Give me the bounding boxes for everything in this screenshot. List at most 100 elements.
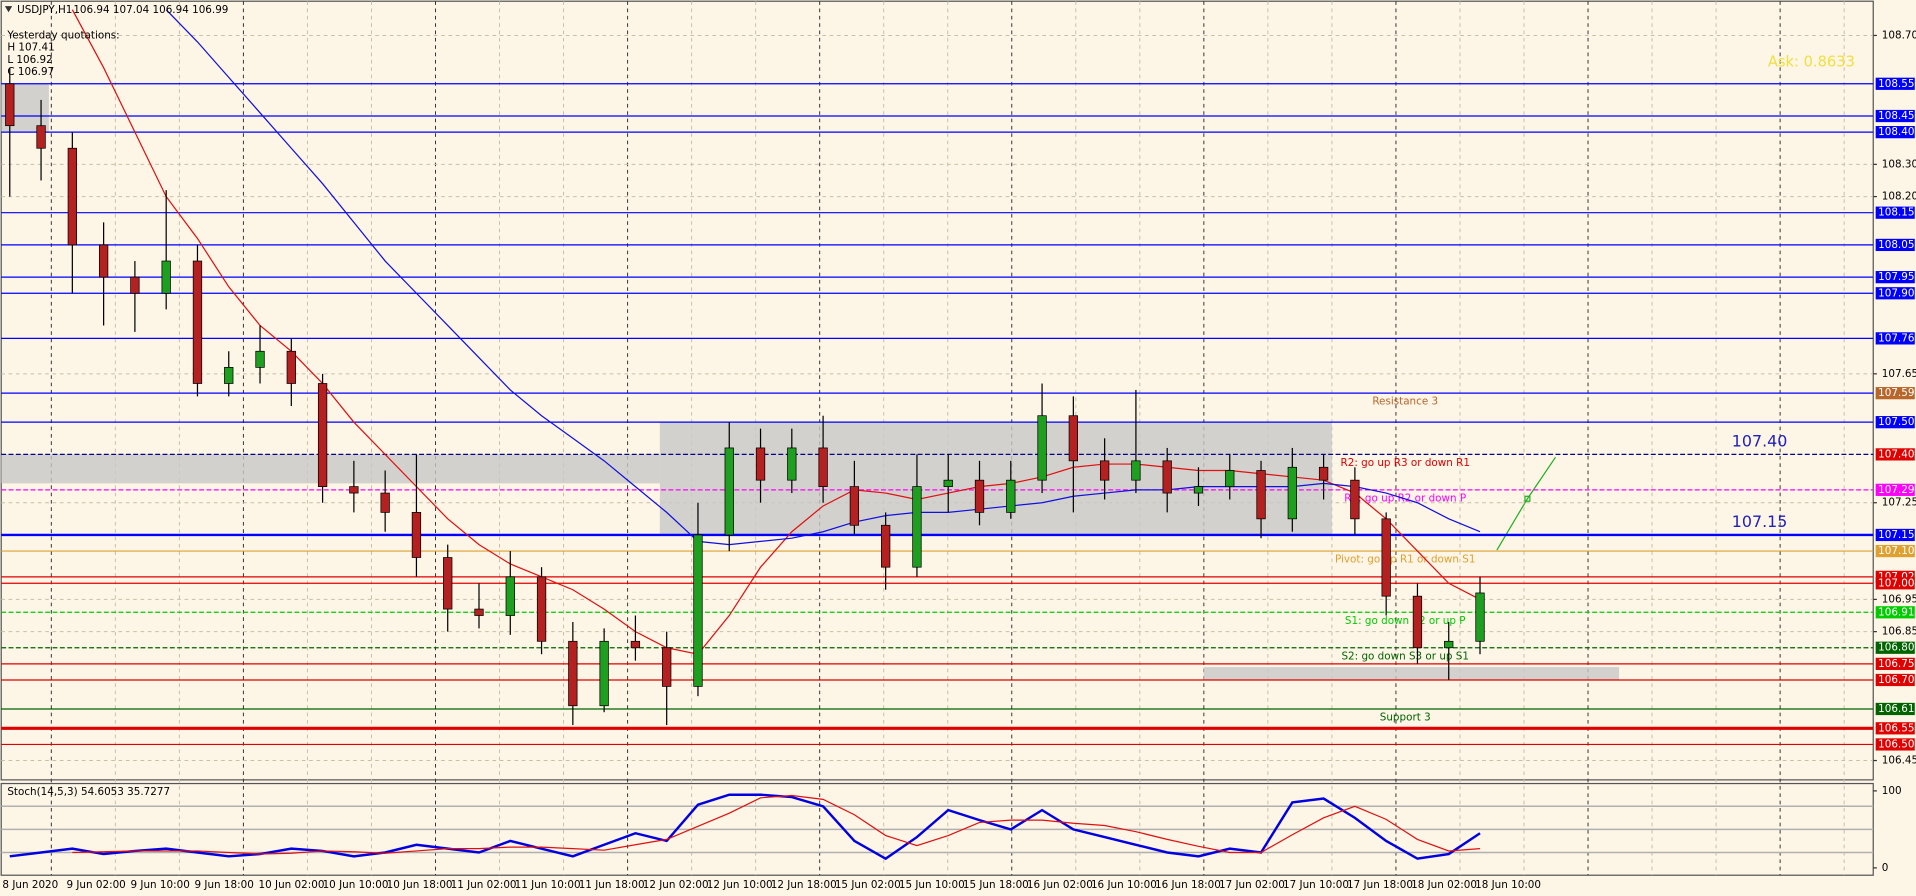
candle-body	[912, 486, 922, 568]
x-tick-label: 17 Jun 18:00	[1347, 879, 1413, 891]
level-tag	[1875, 528, 1915, 542]
level-tag-label: 106.80	[1878, 642, 1914, 654]
candle-body	[161, 260, 171, 294]
x-tick-label: 10 Jun 18:00	[387, 879, 453, 891]
level-big-label: 107.15	[1732, 512, 1788, 531]
candle-body	[286, 350, 296, 384]
ohlc: 106.94 107.04 106.94 106.99	[73, 4, 228, 16]
level-tag-label: 106.61	[1878, 703, 1914, 715]
level-tag	[1875, 673, 1915, 687]
candle-body	[1037, 415, 1047, 481]
candle-body	[443, 557, 453, 610]
level-tag-label: 108.40	[1878, 126, 1914, 138]
candle-body	[1381, 518, 1391, 597]
x-tick-label: 10 Jun 02:00	[259, 879, 325, 891]
level-tag	[1875, 126, 1915, 139]
level-tag	[1875, 657, 1915, 670]
level-tag-label: 107.95	[1878, 271, 1914, 283]
stoch-line	[9, 793, 1481, 861]
level-tag-label: 106.75	[1878, 658, 1914, 670]
level-tag	[1875, 577, 1915, 590]
x-tick-label: 16 Jun 02:00	[1027, 879, 1093, 891]
info-line: Yesterday quotations:	[6, 29, 119, 41]
level-big-label: 107.40	[1732, 432, 1788, 451]
level-tag-label: 107.59	[1878, 387, 1914, 399]
x-tick-label: 11 Jun 18:00	[579, 879, 645, 891]
candle-body	[693, 534, 703, 687]
level-tag-label: 107.15	[1878, 529, 1914, 541]
x-tick-label: 16 Jun 10:00	[1091, 879, 1157, 891]
level-tag-label: 107.40	[1878, 448, 1914, 460]
zone	[659, 422, 1332, 535]
candle-body	[568, 640, 578, 707]
moving-average	[71, 9, 1481, 655]
level-tag	[1875, 738, 1915, 751]
level-tag-label: 106.91	[1878, 606, 1914, 618]
level-tag	[1875, 77, 1915, 90]
x-tick-label: 15 Jun 02:00	[835, 879, 901, 891]
candle-body	[536, 576, 547, 642]
info-line: C 106.97	[7, 66, 54, 78]
symbol-title: USDJPY,H1	[17, 4, 72, 16]
candle-body	[1350, 479, 1360, 520]
candle-body	[1099, 460, 1110, 481]
level-tag-label: 106.55	[1878, 722, 1914, 734]
candle-body	[5, 83, 15, 127]
candle-body	[1162, 460, 1172, 494]
level-tag	[1875, 448, 1915, 461]
candle-body	[1444, 640, 1454, 649]
level-tag	[1875, 206, 1915, 219]
candle-body	[1318, 466, 1329, 481]
candle-body	[787, 447, 797, 481]
candle-body	[349, 486, 359, 494]
x-tick-label: 9 Jun 10:00	[131, 879, 190, 891]
candle-body	[255, 350, 265, 368]
x-tick-label: 18 Jun 10:00	[1475, 879, 1541, 891]
level-tag	[1875, 287, 1915, 300]
level-note: S1: go down S2 or up P	[1345, 615, 1466, 627]
candle-body	[224, 367, 234, 384]
stoch-line	[72, 794, 1481, 855]
level-note: Support 3	[1380, 712, 1431, 724]
level-tag	[1875, 332, 1915, 345]
candle-body	[1225, 470, 1235, 487]
level-tag	[1875, 109, 1915, 123]
info-line: H 107.41	[7, 42, 54, 54]
main-panel	[0, 0, 1874, 781]
level-tag-label: 107.90	[1878, 287, 1914, 299]
level-tag-label: 106.70	[1878, 674, 1914, 686]
candle-body	[1475, 592, 1485, 642]
candle-body	[36, 125, 46, 149]
level-tag	[1875, 722, 1915, 735]
level-tag	[1875, 702, 1915, 716]
y-tick-label: 106.95	[1882, 593, 1916, 605]
x-tick-label: 8 Jun 2020	[2, 879, 58, 891]
candle-body	[411, 512, 422, 558]
x-tick-label: 12 Jun 02:00	[643, 879, 709, 891]
x-tick-label: 18 Jun 02:00	[1411, 879, 1477, 891]
level-note: R2: go up R3 or down R1	[1341, 457, 1470, 469]
arrow-marker	[1524, 495, 1531, 502]
level-tag	[1875, 238, 1915, 252]
candle-body	[130, 276, 140, 294]
candle-body	[1193, 486, 1204, 494]
candle-body	[98, 244, 109, 278]
level-tag-label: 107.76	[1878, 332, 1914, 344]
candle-body	[1287, 466, 1297, 520]
x-tick-label: 17 Jun 02:00	[1219, 879, 1285, 891]
candle-body	[881, 524, 891, 568]
candle-body	[474, 608, 484, 616]
level-tag-label: 108.55	[1878, 78, 1914, 90]
x-tick-label: 11 Jun 02:00	[451, 879, 517, 891]
level-tag-label: 107.50	[1878, 416, 1914, 428]
level-note: Pivot: go up R1 or down S1	[1335, 554, 1475, 566]
candle-body	[818, 447, 828, 487]
level-tag	[1875, 544, 1915, 558]
menu-icon	[4, 6, 13, 13]
x-tick-label: 15 Jun 18:00	[963, 879, 1029, 891]
y-tick-label: 108.70	[1882, 29, 1916, 41]
x-tick-label: 12 Jun 18:00	[771, 879, 837, 891]
candle-body	[380, 492, 390, 513]
